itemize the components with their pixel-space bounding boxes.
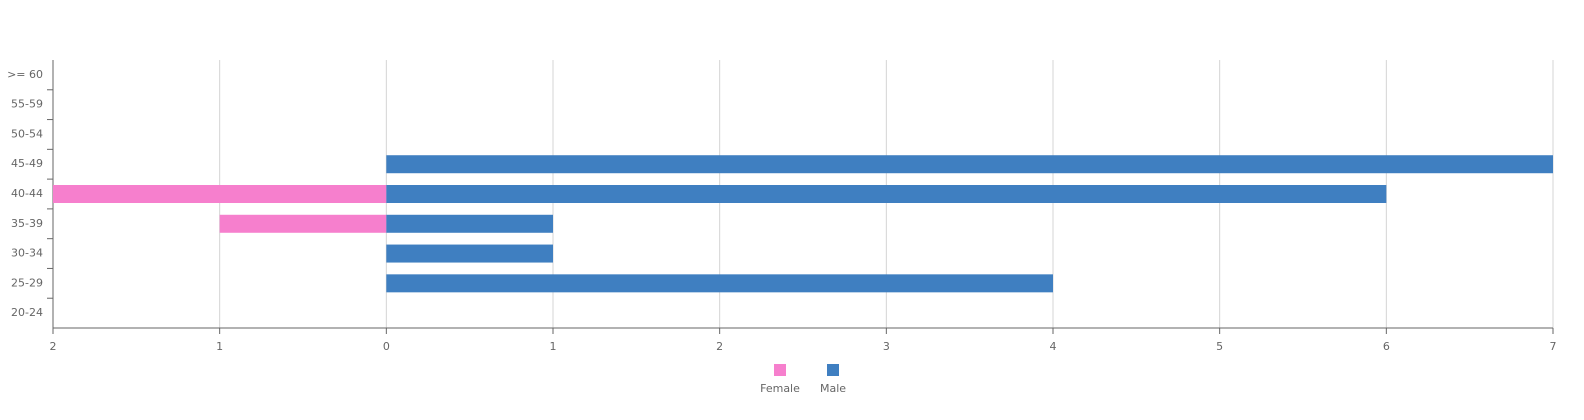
x-tick-label: 6 [1383, 340, 1390, 353]
y-tick-label: 40-44 [11, 187, 43, 200]
x-tick-label: 2 [50, 340, 57, 353]
legend-label: Male [820, 382, 846, 395]
bar [386, 155, 1553, 174]
legend-swatch [774, 364, 786, 376]
x-tick-label: 5 [1216, 340, 1223, 353]
y-tick-label: 25-29 [11, 276, 43, 289]
y-tick-label: 20-24 [11, 306, 43, 319]
x-tick-label: 2 [716, 340, 723, 353]
legend-label: Female [760, 382, 800, 395]
bar [219, 214, 387, 233]
y-tick-label: 35-39 [11, 217, 43, 230]
bar [386, 274, 1053, 293]
x-tick-label: 1 [216, 340, 223, 353]
x-tick-label: 0 [383, 340, 390, 353]
bar [386, 214, 553, 233]
y-tick-label: 55-59 [11, 98, 43, 111]
x-tick-label: 3 [883, 340, 890, 353]
x-tick-label: 1 [550, 340, 557, 353]
legend-swatch [827, 364, 839, 376]
y-tick-label: 50-54 [11, 127, 43, 140]
y-tick-label: 45-49 [11, 157, 43, 170]
x-tick-label: 4 [1050, 340, 1057, 353]
bar [53, 185, 387, 203]
y-tick-label: >= 60 [7, 68, 43, 81]
bar [386, 185, 1387, 203]
bar [386, 244, 553, 263]
y-tick-label: 30-34 [11, 247, 43, 260]
x-tick-label: 7 [1550, 340, 1557, 353]
